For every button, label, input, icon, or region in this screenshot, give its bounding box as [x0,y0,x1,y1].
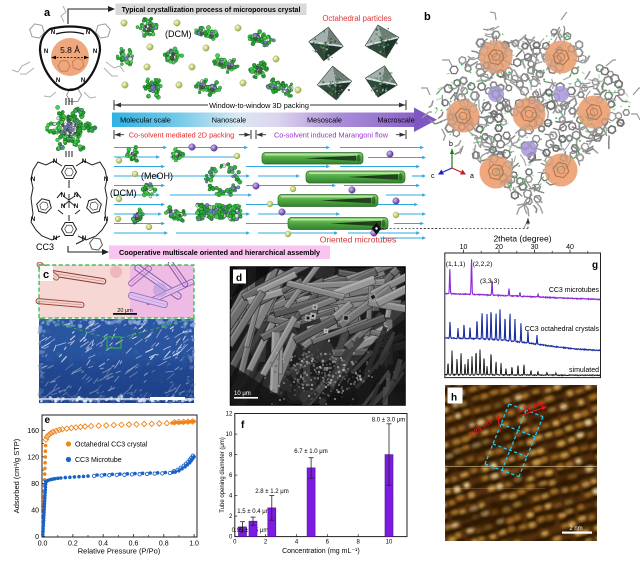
svg-text:2: 2 [229,514,233,520]
svg-text:CC3 octahedral crystals: CC3 octahedral crystals [525,326,600,333]
svg-text:h: h [451,393,457,404]
svg-text:Relative Pressure (P/Po): Relative Pressure (P/Po) [78,547,161,556]
svg-text:160: 160 [27,428,39,435]
svg-text:e: e [45,415,51,426]
svg-text:N: N [56,78,60,84]
svg-text:0.8: 0.8 [159,541,169,548]
svg-text:Oriented microtubes: Oriented microtubes [320,235,397,245]
svg-text:CC3: CC3 [36,242,54,252]
svg-text:Macroscale: Macroscale [377,116,414,125]
svg-text:Co-solvent induced Marangoni f: Co-solvent induced Marangoni flow [274,131,389,140]
svg-text:(1,1,1): (1,1,1) [446,261,466,268]
svg-text:20 μm: 20 μm [117,308,133,314]
svg-text:N: N [31,177,35,183]
svg-text:(DCM): (DCM) [110,188,137,198]
svg-text:0.0: 0.0 [38,541,48,548]
svg-text:10: 10 [460,244,468,251]
svg-text:Octahedral particles: Octahedral particles [322,14,391,23]
svg-text:N: N [104,177,108,183]
svg-text:Molecular scale: Molecular scale [120,116,171,125]
svg-text:b: b [424,11,431,23]
svg-text:d: d [236,273,242,284]
svg-text:a: a [44,7,51,19]
svg-text:80: 80 [31,481,39,488]
svg-text:Cooperative multiscale oriente: Cooperative multiscale oriented and hier… [119,248,320,257]
svg-text:12: 12 [226,412,233,418]
svg-text:5.8 Å: 5.8 Å [60,45,80,55]
svg-text:10: 10 [386,540,393,546]
svg-text:30: 30 [531,244,539,251]
svg-text:N: N [86,30,90,36]
svg-text:20: 20 [495,244,503,251]
svg-text:(MeOH): (MeOH) [141,171,173,181]
svg-text:g: g [592,260,598,271]
svg-text:8.0 ± 3.0 μm: 8.0 ± 3.0 μm [372,418,405,424]
svg-text:6.7 ± 1.0 μm: 6.7 ± 1.0 μm [294,449,327,455]
svg-text:N: N [53,159,57,165]
svg-text:simulated: simulated [569,367,599,374]
svg-text:Octahedral CC3 crystal: Octahedral CC3 crystal [75,442,148,449]
svg-text:0: 0 [229,535,233,541]
svg-text:Adsorbed (cm³/g STP): Adsorbed (cm³/g STP) [12,438,21,513]
svg-text:1.0: 1.0 [189,541,199,548]
svg-text:CC3 Microtube: CC3 Microtube [75,457,122,464]
svg-text:6: 6 [229,473,233,479]
svg-text:N: N [74,193,78,199]
svg-text:2.8 ± 1.2 μm: 2.8 ± 1.2 μm [255,489,288,495]
svg-text:4: 4 [295,540,299,546]
svg-text:40: 40 [31,507,39,514]
svg-text:c: c [43,269,49,281]
svg-text:(DCM): (DCM) [165,29,192,39]
svg-text:8: 8 [229,453,233,459]
svg-text:b: b [449,141,453,148]
svg-text:2: 2 [264,540,268,546]
svg-text:N: N [44,49,48,55]
svg-text:a: a [470,173,474,180]
svg-text:8: 8 [357,540,361,546]
svg-text:2theta (degree): 2theta (degree) [493,234,551,244]
svg-text:1.5 ± 0.4 μm: 1.5 ± 0.4 μm [237,509,270,515]
svg-text:0.2: 0.2 [68,541,78,548]
svg-text:N: N [93,49,97,55]
svg-text:N: N [61,193,65,199]
svg-text:0: 0 [233,540,237,546]
svg-text:N: N [81,78,85,84]
svg-text:4: 4 [229,494,233,500]
svg-text:10 μm: 10 μm [234,391,251,397]
svg-text:(2,2,2): (2,2,2) [473,261,493,268]
svg-text:Window-to-window 3D packing: Window-to-window 3D packing [209,101,309,110]
svg-text:CC3 microtubes: CC3 microtubes [549,287,600,294]
svg-text:N: N [31,217,35,223]
svg-text:N: N [51,30,55,36]
svg-text:Mesoscale: Mesoscale [307,116,342,125]
svg-text:N: N [104,217,108,223]
svg-text:c: c [431,173,435,180]
svg-text:Typical crystallization proces: Typical crystallization process of micro… [122,7,301,14]
svg-text:N: N [82,159,86,165]
svg-text:N: N [74,204,78,210]
svg-text:2 nm: 2 nm [569,526,582,532]
svg-text:N: N [53,236,57,242]
svg-text:Tube opening diameter (μm): Tube opening diameter (μm) [220,437,226,513]
svg-text:120: 120 [27,454,39,461]
svg-text:0.4: 0.4 [98,541,108,548]
svg-text:Nanoscale: Nanoscale [212,116,246,125]
svg-text:N: N [82,236,86,242]
svg-text:6: 6 [326,540,330,546]
svg-text:Concentration (mg mL⁻¹): Concentration (mg mL⁻¹) [282,548,360,555]
svg-text:Co-solvent mediated 2D packing: Co-solvent mediated 2D packing [129,131,234,140]
svg-text:40: 40 [566,244,574,251]
svg-text:f: f [241,420,245,431]
svg-text:10: 10 [226,432,233,438]
svg-text:(3,3,3): (3,3,3) [480,278,500,285]
svg-text:0.6: 0.6 [129,541,139,548]
svg-text:0: 0 [35,534,39,541]
svg-text:N: N [61,204,65,210]
